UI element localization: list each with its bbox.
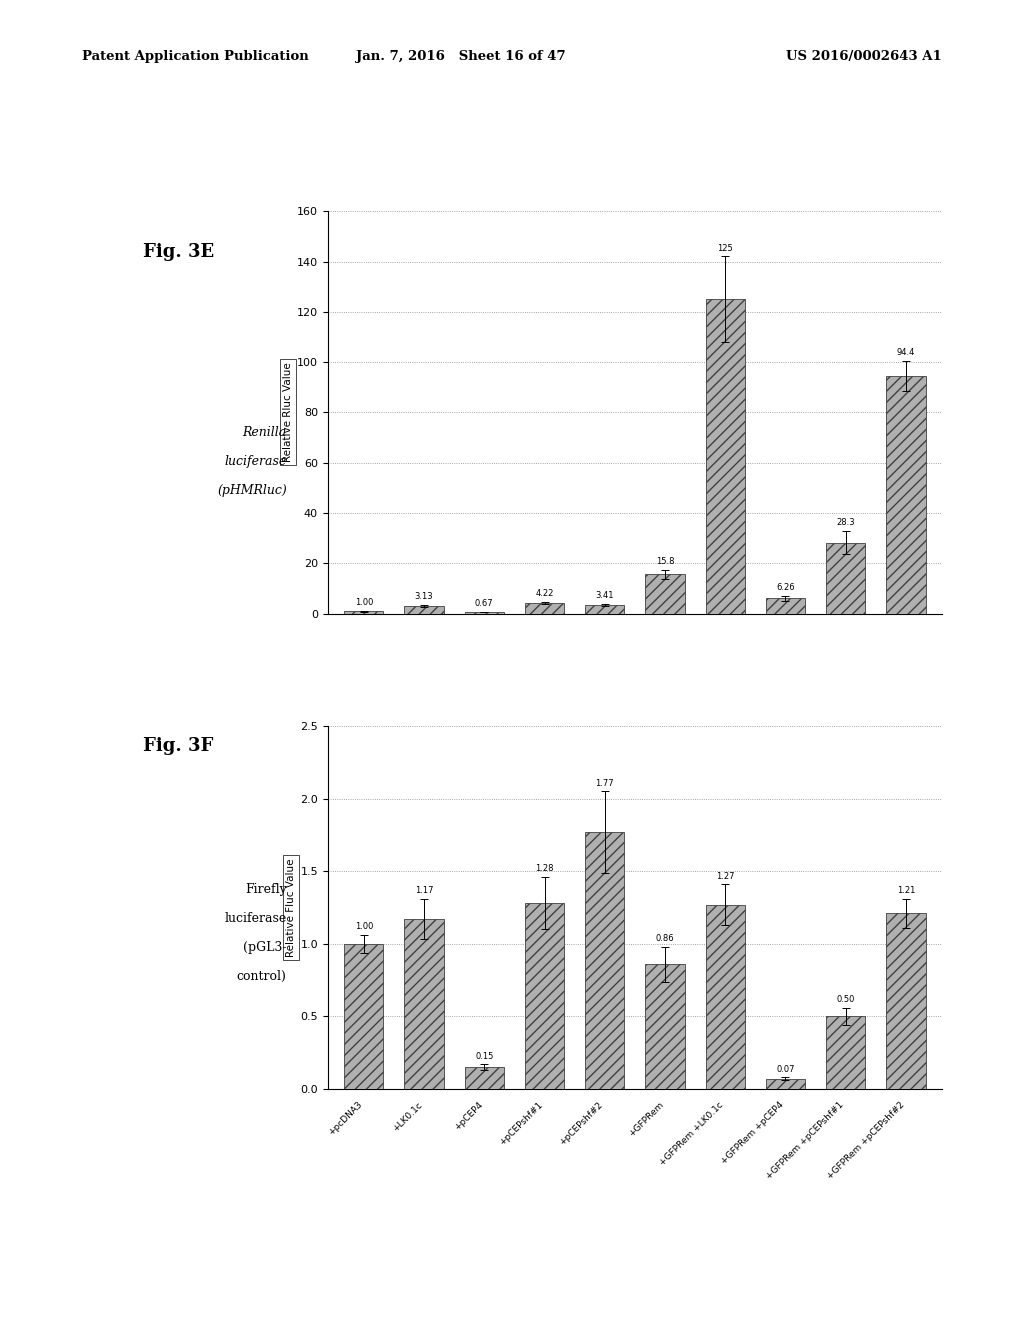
Text: 0.86: 0.86 (655, 935, 675, 942)
Text: 1.17: 1.17 (415, 886, 433, 895)
Text: 3.13: 3.13 (415, 593, 433, 602)
Text: 125: 125 (718, 244, 733, 252)
Bar (525, 603, 564, 614)
Text: 15.8: 15.8 (655, 557, 674, 566)
Text: 6.26: 6.26 (776, 582, 795, 591)
Bar (465, 612, 504, 614)
Text: 1.00: 1.00 (354, 598, 373, 607)
Text: Fig. 3E: Fig. 3E (143, 243, 214, 261)
Text: +GFPRem +pCEPshf#1: +GFPRem +pCEPshf#1 (765, 1100, 846, 1181)
Text: +pCEP4: +pCEP4 (453, 1100, 484, 1131)
Text: 1.00: 1.00 (354, 923, 373, 932)
Bar (826, 1016, 865, 1089)
Text: 1.27: 1.27 (716, 871, 734, 880)
Text: Fig. 3F: Fig. 3F (143, 737, 214, 755)
Bar (887, 376, 926, 614)
Bar (404, 606, 443, 614)
Text: 0.67: 0.67 (475, 599, 494, 609)
Text: 28.3: 28.3 (837, 519, 855, 528)
Text: control): control) (237, 970, 287, 983)
Bar (344, 611, 383, 614)
Text: luciferase: luciferase (224, 912, 287, 925)
Text: +GFPRem +LK0.1c: +GFPRem +LK0.1c (658, 1100, 725, 1167)
Bar (585, 832, 625, 1089)
Bar (706, 300, 744, 614)
Y-axis label: Relative Fluc Value: Relative Fluc Value (286, 858, 296, 957)
Text: +GFPRem +pCEP4: +GFPRem +pCEP4 (720, 1100, 785, 1166)
Text: 4.22: 4.22 (536, 589, 554, 598)
Bar (344, 944, 383, 1089)
Text: 3.41: 3.41 (596, 591, 614, 601)
Text: +pCEPshf#1: +pCEPshf#1 (498, 1100, 545, 1147)
Bar (645, 574, 685, 614)
Text: Firefly: Firefly (245, 883, 287, 896)
Bar (645, 964, 685, 1089)
Text: 0.50: 0.50 (837, 995, 855, 1005)
Text: Jan. 7, 2016   Sheet 16 of 47: Jan. 7, 2016 Sheet 16 of 47 (356, 50, 565, 63)
Bar (404, 919, 443, 1089)
Bar (826, 543, 865, 614)
Text: 1.21: 1.21 (897, 886, 915, 895)
Text: 94.4: 94.4 (897, 348, 915, 358)
Text: luciferase: luciferase (224, 455, 287, 469)
Text: (pHMRluc): (pHMRluc) (217, 484, 287, 498)
Bar (706, 904, 744, 1089)
Text: +GFPRem: +GFPRem (627, 1100, 665, 1138)
Bar (525, 903, 564, 1089)
Bar (887, 913, 926, 1089)
Bar (465, 1067, 504, 1089)
Text: Renilla: Renilla (243, 426, 287, 440)
Bar (585, 605, 625, 614)
Text: 0.15: 0.15 (475, 1052, 494, 1061)
Text: 1.77: 1.77 (595, 779, 614, 788)
Text: +pcDNA3: +pcDNA3 (327, 1100, 364, 1138)
Text: 1.28: 1.28 (536, 865, 554, 874)
Bar (766, 598, 805, 614)
Text: 0.07: 0.07 (776, 1065, 795, 1073)
Text: +GFPRem +pCEPshf#2: +GFPRem +pCEPshf#2 (825, 1100, 906, 1180)
Text: +LK0.1c: +LK0.1c (391, 1100, 424, 1133)
Text: US 2016/0002643 A1: US 2016/0002643 A1 (786, 50, 942, 63)
Text: (pGL3-: (pGL3- (244, 941, 287, 954)
Y-axis label: Relative Rluc Value: Relative Rluc Value (283, 363, 293, 462)
Text: +pCEPshf#2: +pCEPshf#2 (558, 1100, 605, 1147)
Text: Patent Application Publication: Patent Application Publication (82, 50, 308, 63)
Bar (766, 1078, 805, 1089)
